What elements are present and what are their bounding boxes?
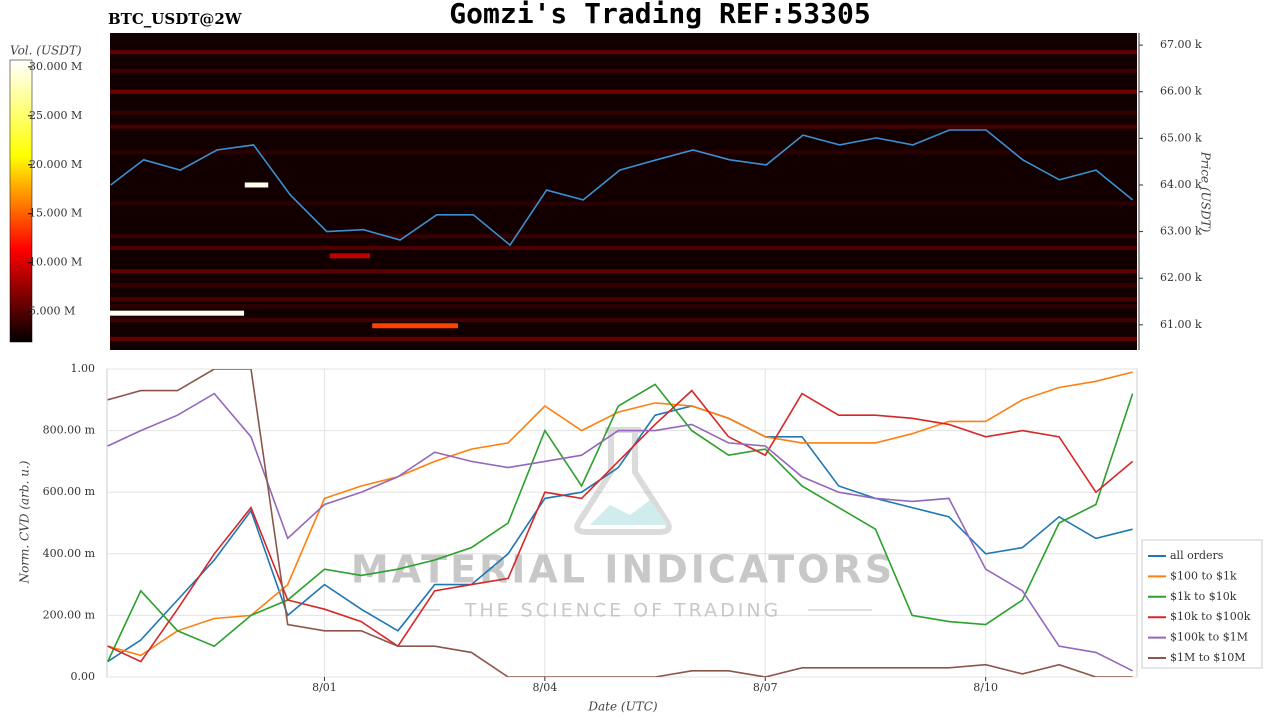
colorbar-tick-label: 5.000 M [29,305,75,318]
colorbar-tick-label: 30.000 M [29,60,82,73]
y-tick-label: 61.00 k [1160,318,1202,331]
y-axis-label: Norm. CVD (arb. u.) [18,460,32,584]
y-axis-label: Price (USDT) [1199,151,1213,233]
colorbar-label: Vol. (USDT) [10,44,82,58]
watermark-logo [372,427,872,611]
legend-label: $100 to $1k [1170,569,1237,582]
y-tick-label: 67.00 k [1160,38,1202,51]
cvd-line [107,389,1134,663]
y-tick-label: 1.00 [71,362,96,375]
liquidity-level [110,89,1137,94]
chart-title: Gomzi's Trading REF:53305 [449,0,870,30]
y-tick-label: 400.00 m [43,547,96,560]
pair-label: BTC_USDT@2W [108,10,243,28]
liquidity-wall [110,310,245,316]
y-tick-label: 600.00 m [43,485,96,498]
price-line [110,129,1134,247]
y-tick-label: 200.00 m [43,608,96,621]
heatmap-background [110,33,1137,350]
cvd-line [107,405,1133,663]
legend [1141,539,1263,669]
x-tick-label: 8/10 [973,681,998,694]
watermark: MATERIAL INDICATORS [351,548,895,592]
legend-label: all orders [1170,549,1224,562]
y-tick-label: 65.00 k [1160,131,1202,144]
cvd-line [107,369,1133,677]
heatmap [110,50,1137,341]
liquidity-level [110,234,1137,239]
y-tick-label: 800.00 m [43,424,96,437]
liquidity-level [110,150,1137,155]
liquidity-wall [244,182,269,188]
legend-label: $100k to $1M [1170,631,1248,644]
liquidity-level [110,245,1137,250]
x-tick-label: 8/07 [753,681,778,694]
colorbar-tick-label: 10.000 M [29,256,82,269]
colorbar-tick-label: 20.000 M [29,158,82,171]
x-tick-label: 8/04 [533,681,558,694]
liquidity-level [110,68,1137,73]
liquidity-level [110,283,1137,288]
legend-label: $1M to $10M [1170,651,1246,664]
legend-label: $10k to $100k [1170,610,1251,623]
y-tick-label: 63.00 k [1160,225,1202,238]
cvd-line [107,392,1133,672]
colorbar [9,59,33,343]
liquidity-level [110,124,1137,129]
cvd-line [107,383,1134,662]
liquidity-level [110,201,1137,206]
liquidity-level [110,50,1137,55]
colorbar-tick-label: 15.000 M [29,207,82,220]
liquidity-level [110,269,1137,274]
liquidity-level [110,318,1137,323]
legend-label: $1k to $10k [1170,590,1237,603]
y-tick-label: 64.00 k [1160,178,1202,191]
liquidity-level [110,336,1137,341]
liquidity-wall [329,253,371,259]
cvd-line [107,371,1133,657]
liquidity-wall [372,323,458,329]
x-axis-label: Date (UTC) [587,700,657,714]
y-tick-label: 62.00 k [1160,271,1202,284]
watermark: THE SCIENCE OF TRADING [464,600,782,622]
liquidity-level [110,110,1137,115]
liquidity-level [110,304,1137,309]
liquidity-level [110,297,1137,302]
y-tick-label: 66.00 k [1160,85,1202,98]
cvd-lines [107,369,1134,677]
x-tick-label: 8/01 [312,681,337,694]
colorbar-tick-label: 25.000 M [29,109,82,122]
y-tick-label: 0.00 [71,670,96,683]
